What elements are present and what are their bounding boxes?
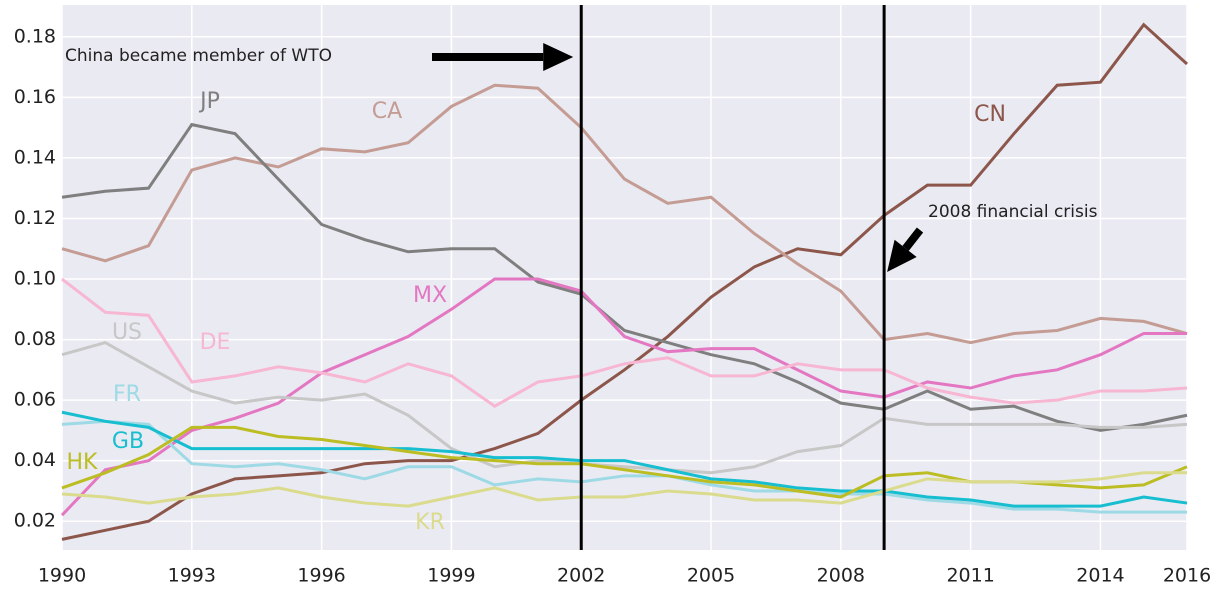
- x-tick-label: 1993: [168, 565, 216, 587]
- annotation-arrow-head: [887, 239, 917, 272]
- x-tick-label: 2016: [1163, 565, 1211, 587]
- series-label: FR: [113, 382, 141, 407]
- series-line: [61, 410, 1188, 508]
- y-tick-label: 0.18: [14, 25, 56, 47]
- series-line: [61, 83, 1188, 345]
- series-label: CA: [372, 99, 402, 124]
- x-tick-label: 1996: [297, 565, 345, 587]
- series-label: DE: [200, 330, 231, 355]
- y-tick-label: 0.10: [14, 268, 56, 290]
- series-label: HK: [67, 450, 99, 475]
- y-tick-label: 0.08: [14, 328, 56, 350]
- y-tick-label: 0.12: [14, 207, 56, 229]
- x-tick-label: 2011: [946, 565, 994, 587]
- y-tick-label: 0.02: [14, 510, 56, 532]
- series-label: GB: [112, 429, 144, 454]
- x-tick-label: 2002: [557, 565, 605, 587]
- y-tick-label: 0.06: [14, 389, 56, 411]
- series-label: CN: [974, 102, 1006, 127]
- series-label: MX: [413, 283, 447, 308]
- series-line: [61, 22, 1189, 541]
- series-label: KR: [415, 510, 445, 535]
- x-tick-label: 2014: [1076, 565, 1124, 587]
- series-line: [60, 277, 1187, 517]
- y-tick-label: 0.04: [14, 449, 56, 471]
- series-line: [61, 277, 1188, 408]
- plot-area: [62, 5, 1187, 550]
- x-tick-label: 2005: [687, 565, 735, 587]
- y-tick-label: 0.16: [14, 86, 56, 108]
- x-tick-label: 1999: [427, 565, 475, 587]
- annotation-arrow: [902, 227, 924, 251]
- annotation: China became member of WTO: [65, 46, 332, 66]
- x-tick-label: 1990: [38, 565, 86, 587]
- series-line: [61, 471, 1187, 508]
- series-line: [61, 122, 1188, 432]
- y-tick-label: 0.14: [14, 146, 56, 168]
- series-label: JP: [198, 89, 220, 114]
- annotation-arrow-head: [543, 43, 574, 71]
- series-line: [61, 419, 1187, 514]
- x-tick-label: 2008: [817, 565, 865, 587]
- series-label: US: [112, 320, 142, 345]
- annotation: 2008 financial crisis: [928, 202, 1098, 222]
- series-line: [61, 340, 1188, 475]
